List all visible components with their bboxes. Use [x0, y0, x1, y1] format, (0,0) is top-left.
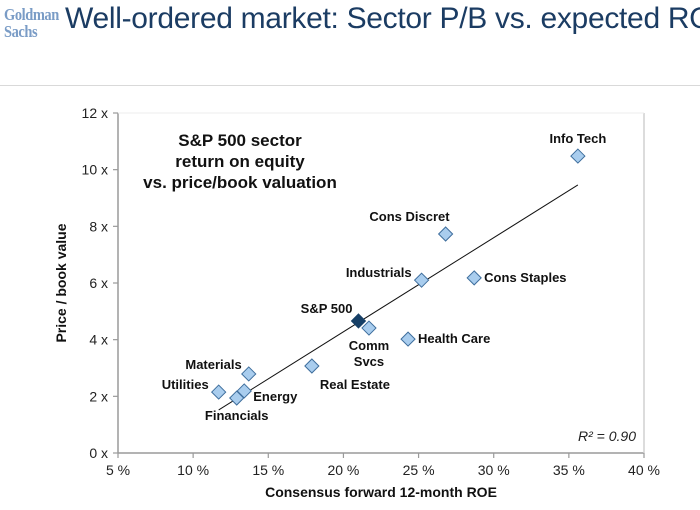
- y-tick-label: 4 x: [89, 332, 108, 348]
- labels-group: Info Tech Cons Discret Industrials Cons Sta…: [162, 131, 607, 423]
- point-materials: [241, 366, 257, 382]
- y-tick-label: 2 x: [89, 388, 108, 404]
- logo-line-1: Goldman: [4, 5, 59, 24]
- point-label-health-care: Health Care: [418, 331, 490, 346]
- slide-title: Well-ordered market: Sector P/B vs. expe…: [65, 2, 700, 35]
- trendline: [218, 184, 579, 411]
- x-tick-label: 40 %: [628, 462, 660, 478]
- point-label-cons-staples: Cons Staples: [484, 270, 566, 285]
- point-label-financials: Financials: [205, 408, 269, 423]
- x-tick-label: 35 %: [553, 462, 585, 478]
- y-tick-label: 8 x: [89, 218, 108, 234]
- r-squared-annotation: R² = 0.90: [578, 428, 636, 444]
- point-label-materials: Materials: [185, 357, 241, 372]
- point-label-industrials: Industrials: [346, 265, 412, 280]
- logo-line-2: Sachs: [4, 22, 38, 41]
- y-tick-label: 6 x: [89, 275, 108, 291]
- point-label-cons-discret: Cons Discret: [369, 209, 450, 224]
- point-label-info-tech: Info Tech: [549, 131, 606, 146]
- x-tick-label: 5 %: [106, 462, 130, 478]
- header-divider: [0, 85, 700, 86]
- y-tick-label: 12 x: [82, 105, 108, 121]
- points-group: [210, 148, 586, 406]
- x-tick-label: 10 %: [177, 462, 209, 478]
- point-label-real-estate: Real Estate: [320, 377, 390, 392]
- y-axis-label: Price / book value: [53, 223, 69, 342]
- point-label-s-p-500: S&P 500: [301, 301, 353, 316]
- y-tick-label: 10 x: [82, 162, 108, 178]
- trendline-group: [218, 184, 579, 411]
- point-info-tech: [570, 148, 586, 164]
- goldman-sachs-logo: Goldman Sachs: [4, 6, 59, 40]
- point-label-energy: Energy: [253, 389, 298, 404]
- point-utilities: [210, 384, 227, 400]
- x-tick-label: 25 %: [403, 462, 435, 478]
- point-label-utilities: Utilities: [162, 377, 209, 392]
- text-group: S&P 500 sector return on equity vs. pric…: [53, 131, 636, 500]
- y-tick-label: 0 x: [89, 445, 108, 461]
- x-tick-label: 30 %: [478, 462, 510, 478]
- point-s-p-500: [350, 313, 367, 329]
- point-cons-discret: [437, 226, 454, 242]
- chart-title-line-1: S&P 500 sector: [178, 131, 302, 150]
- chart-title-line-3: vs. price/book valuation: [143, 173, 337, 192]
- point-comm-svcs: [361, 320, 377, 336]
- point-label-comm-svcs: Svcs: [354, 354, 384, 369]
- axes: 5 % 10 % 15 % 20 % 25 % 30 % 35 % 40 % 0 x 2 x 4 x…: [82, 105, 660, 478]
- x-tick-label: 20 %: [327, 462, 359, 478]
- x-axis-label: Consensus forward 12-month ROE: [265, 484, 497, 500]
- x-tick-label: 15 %: [252, 462, 284, 478]
- point-health-care: [400, 331, 416, 347]
- chart-title-line-2: return on equity: [175, 152, 305, 171]
- point-real-estate: [304, 358, 320, 374]
- point-industrials: [413, 272, 430, 288]
- point-cons-staples: [466, 270, 482, 286]
- point-financials: [229, 390, 245, 406]
- point-label-comm-svcs: Comm: [349, 338, 389, 353]
